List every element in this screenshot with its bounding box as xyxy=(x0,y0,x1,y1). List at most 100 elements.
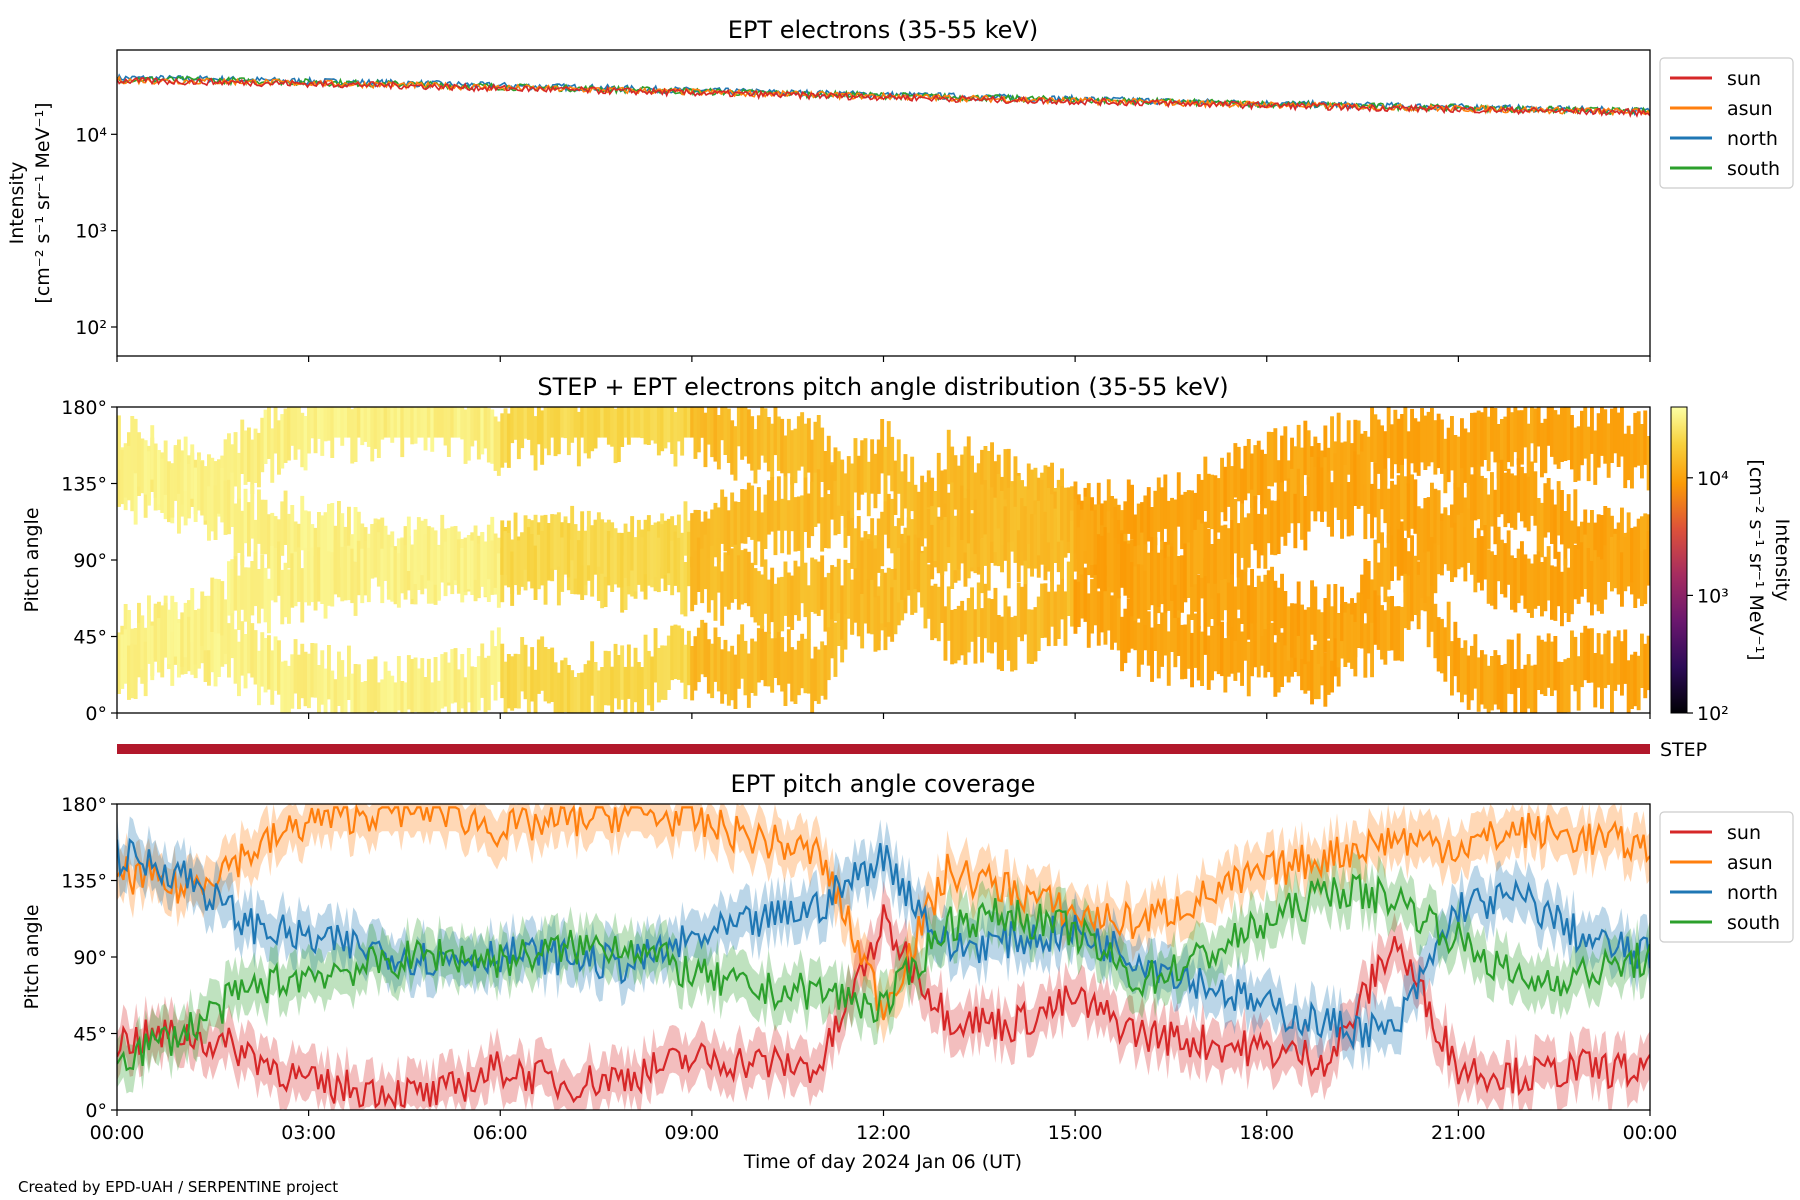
pad-cell xyxy=(873,453,878,509)
pad-cell xyxy=(1426,497,1431,552)
pad-cell xyxy=(763,408,768,463)
pad-cell xyxy=(1253,495,1258,551)
pad-cell xyxy=(1333,584,1338,639)
pad-cell xyxy=(943,517,948,572)
pad-cell xyxy=(1296,621,1301,677)
pad-cell xyxy=(356,540,361,596)
pad-cell xyxy=(1530,665,1534,713)
pad-cell xyxy=(300,568,305,623)
colorbar-tick-label-1: 10³ xyxy=(1697,585,1729,607)
pad-cell xyxy=(1436,519,1441,575)
pad-cell xyxy=(1306,430,1311,485)
pad-cell xyxy=(646,650,651,706)
pad-cell xyxy=(580,545,585,600)
pad-cell xyxy=(1530,407,1534,444)
pad-cell xyxy=(137,622,141,678)
pad-cell xyxy=(1386,535,1391,590)
x-tick-label-5: 15:00 xyxy=(1048,1122,1103,1144)
pad-cell xyxy=(347,407,351,438)
pad-cell xyxy=(1543,641,1548,696)
pad-cell xyxy=(1310,580,1314,635)
pad-cell xyxy=(1570,559,1574,615)
pad-cell xyxy=(1223,555,1228,611)
pad-cell xyxy=(376,532,381,587)
pad-cell xyxy=(1593,653,1598,708)
pad-cell xyxy=(1450,527,1454,582)
pad-cell xyxy=(1560,662,1564,713)
pad-cell xyxy=(850,514,855,569)
pad-cell xyxy=(1166,500,1171,556)
pad-cell xyxy=(1620,552,1624,607)
pad-cell xyxy=(337,542,341,598)
pad-cell xyxy=(460,407,465,440)
pad-cell xyxy=(890,436,895,492)
pad-cell xyxy=(1116,596,1121,651)
pad-cell xyxy=(1326,640,1331,695)
pad-cell xyxy=(703,534,708,590)
pad-cell xyxy=(1450,416,1454,471)
pad-cell xyxy=(1243,606,1248,661)
pad-cell xyxy=(1613,533,1618,589)
pad-cell xyxy=(660,524,665,579)
pad-cell xyxy=(1486,416,1491,472)
pad-cell xyxy=(1610,408,1614,463)
pad-cell xyxy=(830,565,835,620)
pad-cell xyxy=(270,650,275,705)
pad-cell xyxy=(310,547,315,603)
pad-cell xyxy=(493,533,498,588)
pad-cell xyxy=(960,600,965,656)
pad-cell xyxy=(1576,549,1581,604)
pad-cell xyxy=(273,547,278,603)
pad-cell xyxy=(530,534,535,589)
pad-cell xyxy=(733,426,738,481)
pad-cell xyxy=(366,547,371,603)
pad-cell xyxy=(1630,434,1634,489)
pad-cell xyxy=(610,666,615,713)
pad-cell xyxy=(913,534,918,589)
pad-cell xyxy=(740,624,745,679)
pad-cell xyxy=(287,513,291,569)
pad-cell xyxy=(363,681,368,713)
pad-cell xyxy=(460,654,465,709)
pad-cell xyxy=(483,407,488,449)
pad-cell xyxy=(1003,506,1008,561)
pad-cell xyxy=(337,407,341,438)
pad-cell xyxy=(713,566,718,621)
pad-cell xyxy=(1393,512,1398,567)
pad-cell xyxy=(976,512,981,567)
pad-cell xyxy=(1173,499,1178,554)
pad-cell xyxy=(1473,537,1478,593)
pad-cell xyxy=(426,526,431,581)
pad-cell xyxy=(1453,483,1458,538)
pad-cell xyxy=(197,456,201,511)
pad-cell xyxy=(317,665,321,713)
pad-cell xyxy=(896,439,901,494)
pad-cell xyxy=(1150,627,1154,682)
legend-label-north: north xyxy=(1727,882,1778,904)
pad-cell xyxy=(900,545,905,600)
pad-cell xyxy=(260,554,265,609)
pad-cell xyxy=(1230,520,1234,575)
pad-cell xyxy=(1033,607,1038,662)
pad-cell xyxy=(936,452,941,508)
pad-cell xyxy=(400,681,405,713)
pad-cell xyxy=(910,560,915,615)
pad-cell xyxy=(1386,488,1391,544)
pad-cell xyxy=(730,492,735,547)
pad-cell xyxy=(1503,663,1508,713)
pad-cell xyxy=(456,407,461,438)
pad-cell xyxy=(347,645,351,700)
pad-cell xyxy=(1383,547,1388,603)
pad-cell xyxy=(406,516,411,571)
pad-cell xyxy=(213,485,218,540)
pad-cell xyxy=(570,407,575,443)
pad-cell xyxy=(550,514,555,569)
pad-cell xyxy=(990,599,994,654)
pad-cell xyxy=(1476,410,1481,465)
credit-footer: Created by EPD-UAH / SERPENTINE project xyxy=(18,1178,338,1196)
pad-cell xyxy=(1413,418,1418,473)
pad-cell xyxy=(1550,407,1554,457)
pad-cell xyxy=(1330,482,1334,537)
pad-cell xyxy=(396,656,401,711)
pad-cell xyxy=(613,408,618,464)
